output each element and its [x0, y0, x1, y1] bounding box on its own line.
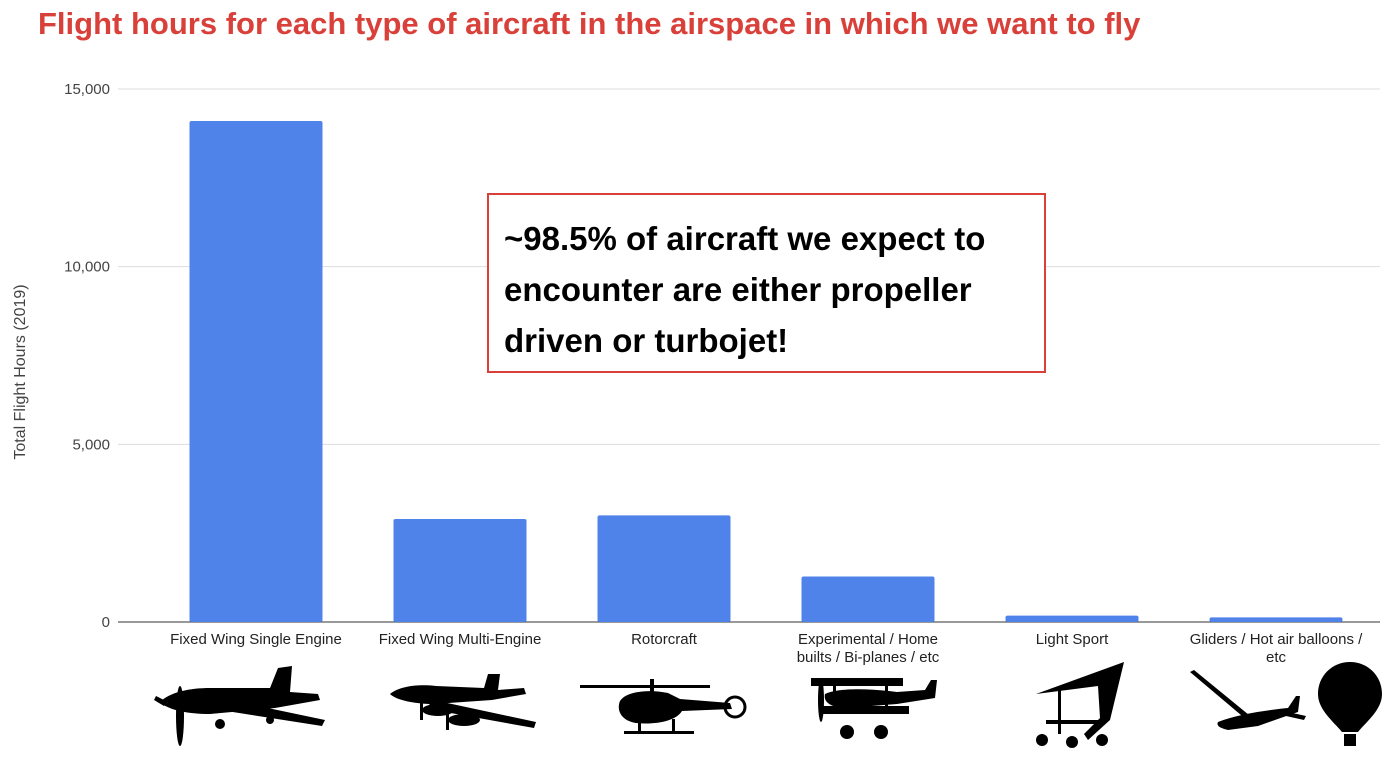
y-tick-label: 10,000 [64, 259, 110, 276]
biplane-icon [811, 678, 937, 739]
y-tick-label: 0 [102, 614, 110, 631]
x-category-labels: Fixed Wing Single Engine Fixed Wing Multi… [170, 631, 1363, 666]
x-category-label: etc [1266, 649, 1287, 666]
y-tick-labels: 0 5,000 10,000 15,000 [64, 81, 110, 631]
y-axis-title: Total Flight Hours (2019) [12, 284, 29, 459]
twin-engine-plane-icon [390, 674, 536, 730]
bar [1005, 615, 1139, 622]
glider-icon [1190, 670, 1306, 730]
hot-air-balloon-icon [1318, 662, 1382, 746]
y-tick-label: 5,000 [72, 436, 110, 453]
bar [801, 576, 935, 622]
x-category-label: builts / Bi-planes / etc [797, 649, 940, 666]
bar [597, 515, 731, 622]
bars [189, 120, 1343, 622]
x-category-label: Rotorcraft [631, 631, 698, 648]
x-category-label: Fixed Wing Multi-Engine [379, 631, 542, 648]
x-category-label: Gliders / Hot air balloons / [1190, 631, 1363, 648]
single-engine-plane-icon [154, 666, 325, 746]
callout-text: ~98.5% of aircraft we expect to encounte… [504, 220, 986, 359]
microlight-trike-icon [1036, 662, 1124, 748]
bar [393, 518, 527, 622]
page-title: Flight hours for each type of aircraft i… [38, 6, 1141, 41]
y-tick-label: 15,000 [64, 81, 110, 98]
x-category-label: Experimental / Home [798, 631, 938, 648]
x-category-label: Fixed Wing Single Engine [170, 631, 342, 648]
callout-box: ~98.5% of aircraft we expect to encounte… [487, 193, 1046, 373]
helicopter-icon [580, 679, 747, 734]
x-category-label: Light Sport [1036, 631, 1109, 648]
bar [189, 120, 323, 622]
bar [1209, 617, 1343, 622]
